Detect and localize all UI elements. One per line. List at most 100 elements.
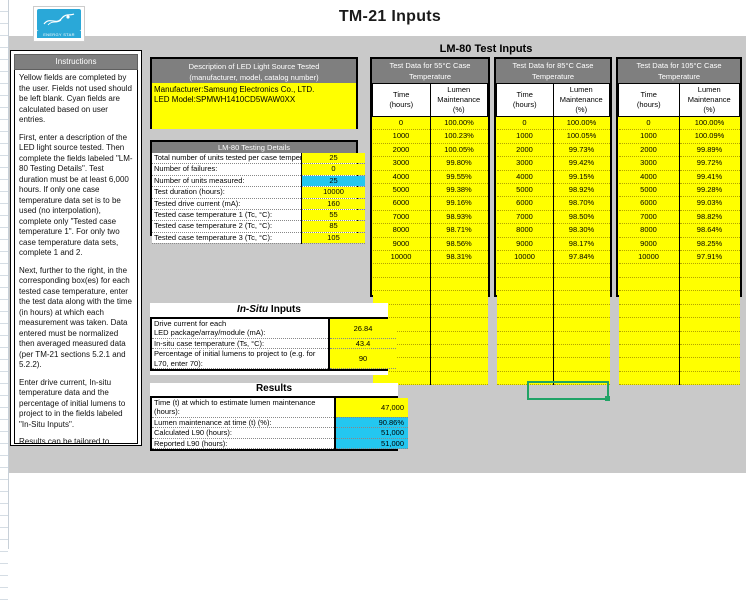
time-cell[interactable]: 0 [372,116,431,131]
row-header-cell[interactable] [0,192,8,204]
lumen-maintenance-cell[interactable]: 98.70% [553,196,610,211]
time-cell[interactable]: 6000 [496,196,554,211]
row-header-cell[interactable] [0,48,8,60]
time-cell[interactable]: 5000 [496,183,554,198]
lumen-maintenance-cell-empty[interactable] [553,317,610,332]
lumen-maintenance-cell[interactable]: 99.55% [430,170,488,185]
lumen-maintenance-cell[interactable]: 99.16% [430,196,488,211]
lumen-maintenance-cell-empty[interactable] [679,357,740,372]
time-cell[interactable]: 10000 [372,250,431,265]
row-header-cell[interactable] [0,360,8,372]
lumen-maintenance-cell-empty[interactable] [679,344,740,359]
insitu-value[interactable]: 90 [328,348,396,370]
row-header-cell[interactable] [0,96,8,108]
lumen-maintenance-cell-empty[interactable] [430,331,488,345]
led-description-input[interactable]: Manufacturer:Samsung Electronics Co., LT… [152,83,356,129]
time-cell-empty[interactable] [618,290,680,305]
row-header-cell[interactable] [0,120,8,132]
time-cell-empty[interactable] [496,317,554,332]
fill-handle[interactable] [605,396,610,401]
result-value[interactable]: 47,000 [334,398,408,418]
row-header-cell[interactable] [0,132,8,144]
lumen-maintenance-cell[interactable]: 99.73% [553,143,610,158]
row-header-cell[interactable] [0,576,8,588]
lumen-maintenance-cell-empty[interactable] [553,277,610,292]
detail-value[interactable]: 85 [301,220,365,233]
time-cell-empty[interactable] [372,263,431,278]
lumen-maintenance-cell[interactable]: 99.03% [679,196,740,211]
row-header-cell[interactable] [0,0,8,12]
time-cell[interactable]: 0 [496,116,554,131]
detail-value[interactable]: 105 [301,232,365,245]
result-value[interactable]: 90.86% [334,417,408,429]
lumen-maintenance-cell[interactable]: 100.23% [430,129,488,144]
lumen-maintenance-cell[interactable]: 98.50% [553,210,610,225]
lumen-maintenance-cell[interactable]: 99.42% [553,156,610,171]
row-header-cell[interactable] [0,324,8,336]
row-header-cell[interactable] [0,24,8,36]
row-header-cell[interactable] [0,216,8,228]
time-cell[interactable]: 8000 [618,223,680,238]
row-header-cell[interactable] [0,144,8,156]
row-header-cell[interactable] [0,420,8,432]
time-cell-empty[interactable] [618,331,680,345]
detail-value[interactable]: 55 [301,209,365,222]
lumen-maintenance-cell-empty[interactable] [430,357,488,372]
lumen-maintenance-cell-empty[interactable] [553,263,610,278]
row-header-cell[interactable] [0,384,8,396]
time-cell-empty[interactable] [618,357,680,372]
row-header-cell[interactable] [0,240,8,252]
lumen-maintenance-cell-empty[interactable] [430,344,488,359]
row-header-cell[interactable] [0,300,8,312]
time-cell-empty[interactable] [618,277,680,292]
time-cell[interactable]: 4000 [618,170,680,185]
row-header-cell[interactable] [0,504,8,516]
time-cell-empty[interactable] [372,277,431,292]
lumen-maintenance-cell[interactable]: 97.84% [553,250,610,265]
lumen-maintenance-cell-empty[interactable] [679,371,740,386]
lumen-maintenance-cell-empty[interactable] [679,277,740,292]
lumen-maintenance-cell-empty[interactable] [679,317,740,332]
row-header-cell[interactable] [0,444,8,456]
time-cell-empty[interactable] [496,344,554,359]
lumen-maintenance-cell[interactable]: 98.56% [430,237,488,252]
row-header-cell[interactable] [0,12,8,24]
time-cell-empty[interactable] [496,263,554,278]
row-header-cell[interactable] [0,540,8,552]
time-cell-empty[interactable] [618,263,680,278]
lumen-maintenance-cell[interactable]: 100.05% [430,143,488,158]
lumen-maintenance-cell[interactable]: 99.80% [430,156,488,171]
row-header-cell[interactable] [0,564,8,576]
time-cell[interactable]: 7000 [372,210,431,225]
lumen-maintenance-cell-empty[interactable] [430,290,488,305]
row-header-cell[interactable] [0,36,8,48]
row-header-cell[interactable] [0,156,8,168]
lumen-maintenance-cell-empty[interactable] [679,290,740,305]
lumen-maintenance-cell-empty[interactable] [553,357,610,372]
lumen-maintenance-cell[interactable]: 99.72% [679,156,740,171]
time-cell-empty[interactable] [618,317,680,332]
time-cell[interactable]: 3000 [496,156,554,171]
time-cell[interactable]: 5000 [372,183,431,198]
time-cell[interactable]: 9000 [618,237,680,252]
time-cell[interactable]: 6000 [618,196,680,211]
lumen-maintenance-cell[interactable]: 98.71% [430,223,488,238]
lumen-maintenance-cell[interactable]: 99.89% [679,143,740,158]
time-cell[interactable]: 8000 [372,223,431,238]
time-cell-empty[interactable] [372,290,431,305]
result-value[interactable]: 51,000 [334,427,408,439]
time-cell-empty[interactable] [618,371,680,386]
time-cell[interactable]: 6000 [372,196,431,211]
time-cell[interactable]: 7000 [496,210,554,225]
row-header-cell[interactable] [0,204,8,216]
time-cell[interactable]: 1000 [372,129,431,144]
lumen-maintenance-cell[interactable]: 99.38% [430,183,488,198]
lumen-maintenance-cell-empty[interactable] [553,344,610,359]
row-header-gutter[interactable] [0,0,9,600]
lumen-maintenance-cell-empty[interactable] [553,331,610,345]
time-cell[interactable]: 1000 [618,129,680,144]
lumen-maintenance-cell-empty[interactable] [430,317,488,332]
time-cell[interactable]: 2000 [372,143,431,158]
lumen-maintenance-cell[interactable]: 98.25% [679,237,740,252]
row-header-cell[interactable] [0,84,8,96]
